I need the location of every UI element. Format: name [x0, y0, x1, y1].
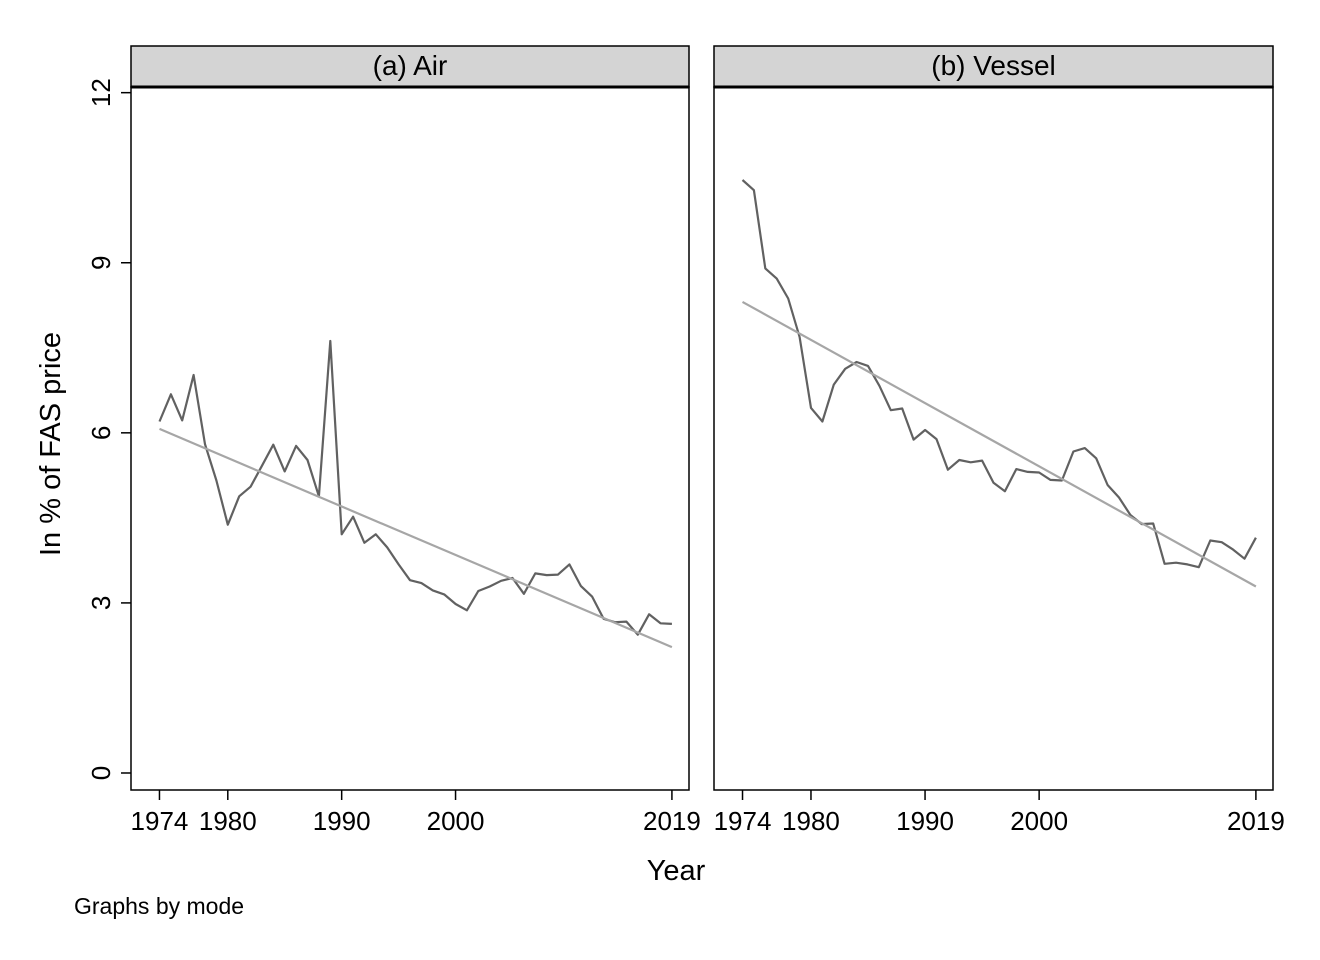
- plot-frame: [130, 86, 690, 791]
- x-tick-label: 1980: [782, 806, 840, 836]
- x-tick-label: 2000: [427, 806, 485, 836]
- panel-title: (a) Air: [373, 50, 448, 81]
- fitted-trend-line: [159, 427, 673, 649]
- x-tick-label: 2000: [1010, 806, 1068, 836]
- y-tick-label: 12: [86, 78, 116, 107]
- panel-vessel: (b) Vessel 1974 1980 1990 2000 2019: [713, 45, 1285, 836]
- series-line: [158, 339, 672, 636]
- x-axis-label: Year: [647, 855, 706, 887]
- x-tick-label: 2019: [643, 806, 701, 836]
- graphs-by-note: Graphs by mode: [74, 893, 244, 919]
- x-tick-label: 2019: [1227, 806, 1285, 836]
- x-tick-label: 1990: [896, 806, 954, 836]
- panel-header: [713, 45, 1274, 88]
- y-tick-label: 3: [86, 596, 116, 610]
- fitted-trend-line: [741, 300, 1257, 588]
- plot-frame: [713, 86, 1274, 791]
- y-tick-label: 0: [86, 766, 116, 780]
- y-tick-label: 9: [86, 256, 116, 270]
- y-axis-label: In % of FAS price: [35, 332, 67, 556]
- panel-air: (a) Air 1974 1980 1990 2000 2019: [130, 45, 701, 836]
- x-tick-label: 1990: [313, 806, 371, 836]
- panel-title: (b) Vessel: [931, 50, 1056, 81]
- x-tick-label: 1974: [714, 806, 772, 836]
- y-tick-label: 6: [86, 426, 116, 440]
- x-tick-label: 1980: [199, 806, 257, 836]
- series-line: [741, 179, 1257, 569]
- y-axis: 0 3 6 9 12: [86, 78, 131, 780]
- panel-header: [130, 45, 690, 88]
- x-tick-label: 1974: [131, 806, 189, 836]
